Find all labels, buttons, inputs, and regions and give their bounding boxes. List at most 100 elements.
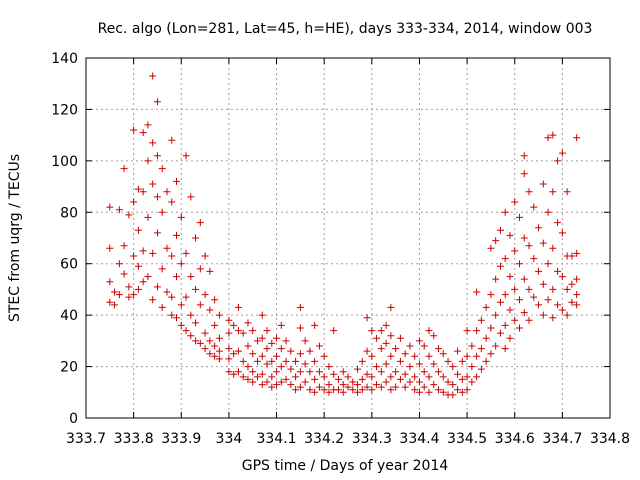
plot-frame [85, 57, 611, 419]
data-point [163, 244, 171, 252]
data-point [177, 213, 185, 221]
data-point [263, 345, 271, 353]
data-point [392, 345, 400, 353]
data-point [215, 347, 223, 355]
data-point [144, 157, 152, 165]
data-point [387, 303, 395, 311]
data-point [492, 237, 500, 245]
data-point [134, 226, 142, 234]
data-point [182, 152, 190, 160]
data-point [273, 352, 281, 360]
data-point [301, 378, 309, 386]
data-point [311, 388, 319, 396]
data-point [463, 327, 471, 335]
data-point [382, 339, 390, 347]
x-tick-label: 333.7 [66, 431, 106, 447]
data-point [106, 298, 114, 306]
data-point [192, 285, 200, 293]
data-point [549, 188, 557, 196]
data-point [444, 357, 452, 365]
data-point [439, 388, 447, 396]
data-point [573, 291, 581, 299]
data-point [173, 273, 181, 281]
data-point [149, 296, 157, 304]
data-point [382, 360, 390, 368]
data-point [458, 357, 466, 365]
data-point [282, 337, 290, 345]
data-point [425, 388, 433, 396]
data-point [482, 334, 490, 342]
x-tick-label: 334 [216, 431, 243, 447]
data-point [192, 234, 200, 242]
data-point [354, 388, 362, 396]
data-point [363, 314, 371, 322]
data-point [201, 329, 209, 337]
data-point [468, 342, 476, 350]
data-point [349, 378, 357, 386]
data-point [153, 152, 161, 160]
data-point [558, 229, 566, 237]
y-tick-label: 120 [51, 102, 78, 118]
data-point [539, 311, 547, 319]
data-point [134, 262, 142, 270]
data-point [182, 293, 190, 301]
data-point [249, 378, 257, 386]
x-axis-label: GPS time / Days of year 2014 [242, 458, 449, 474]
data-point [458, 375, 466, 383]
data-point [106, 244, 114, 252]
data-point [511, 247, 519, 255]
data-point [530, 203, 538, 211]
data-point [473, 373, 481, 381]
data-point [339, 381, 347, 389]
data-point [430, 332, 438, 340]
data-point [520, 309, 528, 317]
data-point [368, 352, 376, 360]
data-point [530, 255, 538, 263]
data-point [153, 283, 161, 291]
data-point [501, 255, 509, 263]
data-point [163, 288, 171, 296]
data-point [144, 273, 152, 281]
data-point [215, 334, 223, 342]
data-point [325, 388, 333, 396]
data-point [363, 347, 371, 355]
data-point [544, 208, 552, 216]
data-point [430, 360, 438, 368]
data-point [187, 193, 195, 201]
data-point [187, 311, 195, 319]
data-point [420, 383, 428, 391]
data-point [496, 226, 504, 234]
data-point [273, 368, 281, 376]
y-tick-label: 60 [60, 257, 78, 273]
data-point [568, 298, 576, 306]
data-point [330, 327, 338, 335]
data-point [153, 193, 161, 201]
data-point [211, 352, 219, 360]
data-point [549, 131, 557, 139]
data-point [501, 345, 509, 353]
data-point [301, 360, 309, 368]
data-point [320, 373, 328, 381]
data-point [373, 363, 381, 371]
data-point [515, 213, 523, 221]
data-point [115, 260, 123, 268]
data-point [487, 324, 495, 332]
data-point [373, 381, 381, 389]
data-point [130, 198, 138, 206]
data-point [215, 355, 223, 363]
x-tick-label: 334.2 [304, 431, 344, 447]
data-point [358, 386, 366, 394]
data-point [549, 314, 557, 322]
data-point [515, 324, 523, 332]
data-point [277, 363, 285, 371]
data-point [206, 267, 214, 275]
data-point [158, 165, 166, 173]
data-point [415, 337, 423, 345]
data-point [225, 329, 233, 337]
data-point [282, 375, 290, 383]
data-point [120, 270, 128, 278]
data-point [368, 373, 376, 381]
data-point [568, 252, 576, 260]
data-point [301, 337, 309, 345]
x-tick-label: 333.8 [114, 431, 154, 447]
